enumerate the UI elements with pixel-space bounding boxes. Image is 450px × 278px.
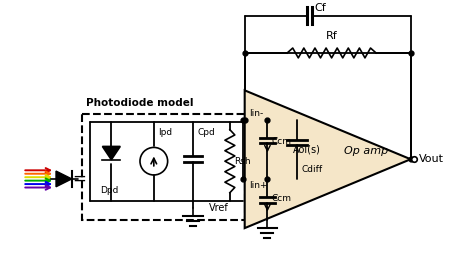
- Text: Ccm: Ccm: [271, 194, 291, 203]
- Text: Ipd: Ipd: [158, 128, 172, 137]
- Text: Aol(s): Aol(s): [293, 144, 321, 154]
- Text: Vref: Vref: [209, 203, 229, 214]
- Text: =: =: [72, 170, 86, 188]
- Text: Dpd: Dpd: [100, 186, 118, 195]
- Polygon shape: [103, 147, 120, 160]
- Text: Iin+: Iin+: [249, 181, 267, 190]
- Polygon shape: [245, 90, 411, 228]
- Text: Cdiff: Cdiff: [301, 165, 322, 173]
- Polygon shape: [56, 171, 72, 187]
- Text: Op amp: Op amp: [344, 146, 388, 156]
- Text: Cpd: Cpd: [197, 128, 215, 137]
- Text: Ccm: Ccm: [271, 137, 291, 146]
- Text: Vout: Vout: [418, 154, 444, 164]
- Text: Rsh: Rsh: [234, 157, 251, 166]
- Text: Iin-: Iin-: [249, 109, 263, 118]
- Text: Photodiode model: Photodiode model: [86, 98, 193, 108]
- Text: Rf: Rf: [326, 31, 338, 41]
- Text: Cf: Cf: [315, 3, 327, 13]
